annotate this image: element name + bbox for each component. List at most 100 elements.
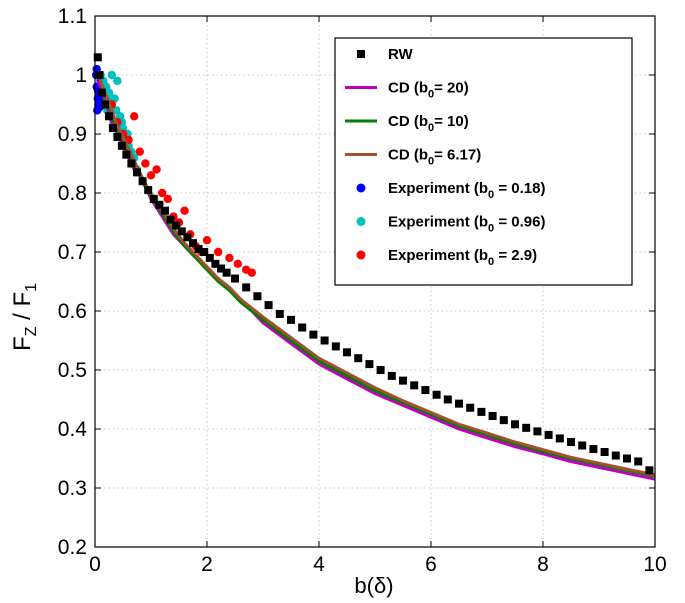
rw-marker (211, 259, 220, 268)
experiment-point (130, 112, 139, 121)
rw-marker (231, 274, 239, 283)
rw-marker (101, 100, 110, 109)
rw-marker (194, 245, 203, 254)
rw-marker (455, 399, 463, 408)
experiment-point (107, 70, 117, 80)
rw-marker (634, 457, 643, 466)
rw-marker (275, 309, 284, 318)
y-tick-label: 0.2 (58, 536, 87, 559)
rw-marker (555, 434, 564, 443)
legend-dot-swatch (356, 183, 366, 193)
rw-marker (511, 420, 519, 429)
y-axis-label-f: F (9, 336, 36, 351)
rw-marker (365, 360, 374, 369)
rw-marker (399, 376, 407, 385)
y-tick-label: 1 (75, 64, 87, 87)
rw-marker (149, 194, 158, 203)
series-6 (107, 100, 256, 277)
rw-marker (522, 423, 531, 432)
y-tick-label: 0.4 (58, 418, 88, 441)
y-tick-label: 0.3 (58, 477, 87, 500)
rw-marker (578, 441, 587, 450)
axis-ticks: 0 2 4 6 8 10 0.2 0.3 0.4 0.5 0.6 0.7 0.8 0.9 1 1.1 (58, 5, 667, 576)
x-tick-label: 0 (89, 553, 101, 576)
rw-marker (298, 323, 307, 332)
rw-marker (242, 283, 251, 292)
legend-dot-swatch (356, 250, 366, 260)
rw-marker (387, 371, 396, 380)
rw-marker (533, 427, 542, 436)
rw-marker (354, 354, 363, 363)
rw-marker (127, 159, 136, 168)
rw-marker (600, 448, 609, 457)
x-tick-label: 2 (201, 553, 213, 576)
experiment-point (146, 171, 156, 180)
series-layer (91, 53, 656, 481)
rw-marker (410, 381, 419, 390)
rw-marker (93, 53, 102, 62)
rw-marker (477, 407, 486, 416)
rw-marker (421, 386, 430, 395)
rw-marker (138, 177, 147, 186)
rw-marker (443, 395, 452, 404)
y-tick-label: 1.1 (58, 5, 87, 28)
experiment-point (225, 253, 234, 263)
y-tick-label: 0.7 (58, 241, 87, 264)
rw-marker (108, 124, 117, 133)
legend-entry: CD (b0= 6.17) (345, 147, 481, 168)
legend-label: CD (b0= 10) (388, 113, 469, 134)
rw-marker (343, 348, 351, 357)
rw-marker (117, 141, 126, 150)
rw-marker (155, 200, 164, 209)
plot-area-frame (94, 15, 656, 548)
experiment-point (141, 159, 150, 168)
rw-marker (161, 206, 169, 215)
series-line (96, 74, 656, 477)
x-tick-label: 6 (425, 553, 437, 576)
rw-marker (177, 227, 186, 236)
y-axis-label-z: Z (23, 326, 40, 336)
rw-marker (97, 88, 106, 97)
legend: RW CD (b0= 20) CD (b0= 10) CD (b0= 6.17) Exp… (334, 37, 633, 286)
legend-label: Experiment (b0 = 0.18) (388, 180, 545, 201)
series-3 (96, 74, 656, 477)
y-tick-label: 0.5 (58, 359, 87, 382)
series-0 (93, 53, 654, 475)
legend-label: CD (b0= 20) (388, 80, 469, 101)
y-axis-label: FZ / F1 (9, 283, 40, 351)
legend-dot-swatch (356, 217, 366, 226)
legend-label: RW (388, 46, 414, 63)
rw-marker (264, 301, 273, 310)
rw-marker (183, 233, 192, 242)
y-tick-label: 0.6 (58, 300, 87, 323)
x-tick-label: 10 (643, 553, 666, 576)
rw-marker (166, 215, 175, 224)
rw-marker (466, 403, 475, 412)
experiment-point (180, 206, 189, 215)
rw-marker (105, 112, 113, 121)
rw-marker (645, 466, 654, 475)
rw-marker (432, 390, 441, 399)
experiment-point (113, 76, 122, 86)
experiment-point (163, 194, 172, 204)
rw-marker (200, 248, 209, 256)
legend-label: Experiment (b0 = 0.96) (388, 214, 545, 235)
x-axis-label: b(δ) (354, 573, 393, 598)
rw-marker (499, 416, 508, 425)
rw-marker (488, 412, 497, 421)
legend-label: Experiment (b0 = 2.9) (388, 247, 537, 268)
x-tick-label: 4 (313, 553, 325, 576)
experiment-point (233, 259, 242, 268)
legend-square-swatch (357, 50, 365, 58)
rw-marker (205, 253, 214, 262)
experiment-point (152, 165, 161, 174)
rw-marker (144, 186, 153, 195)
rw-marker (589, 445, 598, 454)
legend-entry: Experiment (b0 = 0.18) (356, 180, 545, 201)
legend-entry: Experiment (b0 = 0.96) (356, 214, 545, 235)
experiment-point (214, 247, 223, 257)
rw-marker (222, 268, 231, 277)
rw-marker (544, 430, 553, 439)
rw-marker (376, 366, 385, 374)
legend-box (334, 37, 633, 286)
